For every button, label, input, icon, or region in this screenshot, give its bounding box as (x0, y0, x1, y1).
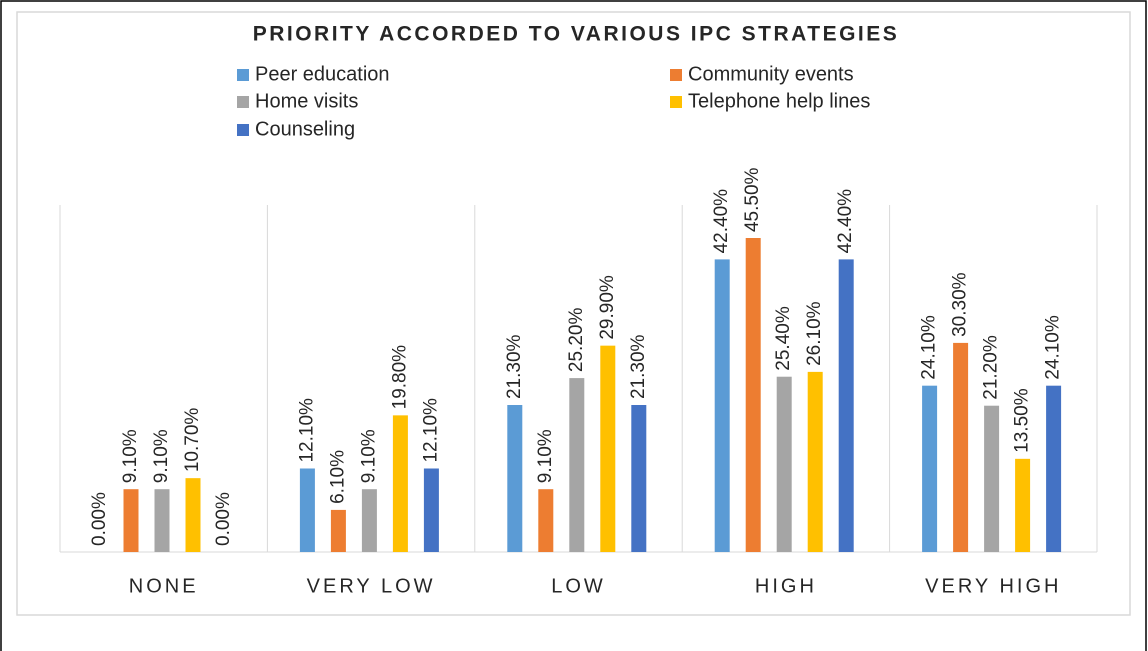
value-label: 21.30% (628, 334, 649, 399)
bar (984, 405, 1000, 552)
value-label: 26.10% (804, 301, 825, 366)
value-label: 30.30% (950, 272, 971, 337)
legend-label: Home visits (255, 90, 358, 112)
bar (776, 376, 792, 552)
value-label: 13.50% (1012, 388, 1033, 453)
bar (185, 478, 201, 552)
value-label: 9.10% (151, 429, 172, 483)
legend-swatch (670, 96, 682, 108)
value-label: 9.10% (120, 429, 141, 483)
x-tick-label: VERY LOW (307, 575, 436, 597)
value-label: 45.50% (742, 167, 763, 232)
bar (1046, 385, 1062, 552)
value-label: 0.00% (213, 492, 234, 546)
value-label: 25.20% (566, 308, 587, 373)
bar (123, 489, 139, 552)
x-tick-label: HIGH (755, 575, 817, 597)
bar (631, 405, 647, 552)
value-label: 42.40% (835, 189, 856, 254)
bar (922, 385, 938, 552)
legend-swatch (237, 96, 249, 108)
value-label: 29.90% (597, 275, 618, 340)
legend-label: Telephone help lines (688, 90, 870, 112)
value-label: 42.40% (711, 189, 732, 254)
bar (330, 509, 346, 552)
value-label: 19.80% (389, 345, 410, 410)
bar (154, 489, 170, 552)
value-label: 24.10% (1043, 315, 1064, 380)
bar (838, 259, 854, 552)
value-label: 9.10% (358, 429, 379, 483)
value-label: 0.00% (89, 492, 110, 546)
legend-swatch (670, 69, 682, 81)
value-label: 24.10% (919, 315, 940, 380)
bar (953, 342, 969, 552)
legend-label: Counseling (255, 118, 355, 140)
value-label: 9.10% (535, 429, 556, 483)
value-label: 21.20% (981, 335, 1002, 400)
legend-swatch (237, 69, 249, 81)
chart-area (16, 11, 1131, 616)
bar (600, 345, 616, 552)
bar (538, 489, 554, 552)
chart-title: PRIORITY ACCORDED TO VARIOUS IPC STRATEG… (253, 23, 900, 46)
value-label: 12.10% (420, 398, 441, 463)
bar (807, 371, 823, 552)
bar (1015, 458, 1031, 552)
value-label: 6.10% (327, 450, 348, 504)
bar (361, 489, 377, 552)
bar (569, 378, 585, 552)
x-tick-label: LOW (551, 575, 606, 597)
bar (299, 468, 315, 552)
bar (423, 468, 439, 552)
value-label: 10.70% (182, 408, 203, 473)
bar (745, 238, 761, 552)
legend-label: Peer education (255, 63, 390, 85)
value-label: 25.40% (773, 306, 794, 371)
bar (507, 405, 523, 552)
value-label: 12.10% (296, 398, 317, 463)
x-tick-label: VERY HIGH (925, 575, 1061, 597)
bar (392, 415, 408, 552)
x-tick-label: NONE (129, 575, 199, 597)
legend-label: Community events (688, 63, 854, 85)
bar (714, 259, 730, 552)
value-label: 21.30% (504, 334, 525, 399)
legend-swatch (237, 124, 249, 136)
